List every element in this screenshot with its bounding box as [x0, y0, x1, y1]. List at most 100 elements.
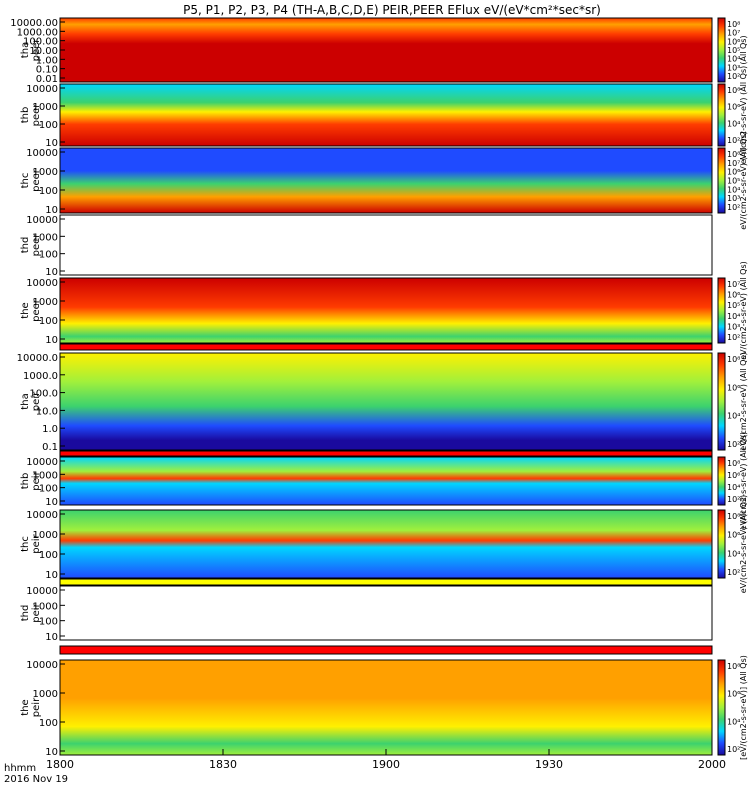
cbar-tick-tha-peer-6: 10² [727, 72, 740, 81]
ytick-label-tha-peer-6: 0.01 [36, 74, 58, 85]
xtick-label-4: 2000 [698, 758, 726, 771]
ytick-label-the-peer-0: 10000 [26, 278, 58, 289]
cbar-tick-tha-peer-5: 10³ [727, 63, 740, 72]
colorbar-tha-peer [717, 17, 726, 83]
cbar-tick-the-peer-2: 10⁵ [727, 301, 740, 310]
cbar-tick-thb-peir-1: 10⁶ [727, 471, 740, 480]
cbar-label-tha-peer: (All Qs) [739, 35, 748, 64]
cbar-tick-thb-peer-1: 10⁶ [727, 103, 740, 112]
ytick-label-thc-peer-1: 1000 [33, 167, 58, 178]
panel-label-thb-peir: thbpeir [20, 470, 42, 490]
cbar-tick-tha-peer-4: 10⁴ [727, 55, 740, 64]
cbar-tick-thc-peer-2: 10⁶ [727, 168, 740, 177]
spectrogram-the-peir [60, 660, 712, 755]
ytick-label-thb-peer-0: 10000 [26, 84, 58, 95]
colorbar-the-peir [717, 659, 726, 756]
cbar-label-the-peir: [eV/(cm2-s-sr-eV)] (All Qs) [739, 655, 748, 760]
panel-label-thd-peer: thdpeer [20, 233, 42, 257]
panel-thd-peir: thdpeir 10000 1000 100 10 [20, 585, 713, 643]
xtick-label-3: 1930 [535, 758, 563, 771]
plot-frame-thc-peer [59, 147, 713, 214]
ytick-label-the-peer-2: 100 [39, 316, 58, 327]
ytick-label-the-peir-2: 100 [39, 718, 58, 729]
ytick-label-tha-peir-0: 10000.0 [17, 353, 58, 364]
panel-thc-peir: thcpeir 10000 1000 100 10 10⁸ 10⁶ 10⁴ 10²eV/(cm2… [20, 495, 748, 594]
cbar-tick-tha-peer-0: 10⁸ [727, 20, 740, 29]
plot-frame-tha-peir [59, 352, 713, 451]
ytick-label-thd-peir-2: 100 [39, 617, 58, 628]
cbar-tick-thb-peer-2: 10⁴ [727, 119, 740, 128]
xtick-label-0: 1800 [46, 758, 74, 771]
ytick-label-thb-peir-1: 1000 [33, 470, 58, 481]
plot-frame-thd-peer [59, 214, 713, 276]
ytick-label-tha-peir-5: 0.1 [42, 442, 58, 453]
x-axis-label-line2: 2016 Nov 19 [4, 774, 68, 785]
panel-label-thc-peir: thcpeir [20, 533, 42, 553]
ytick-label-the-peir-0: 10000 [26, 660, 58, 671]
xtick-label-1: 1830 [209, 758, 237, 771]
cbar-label-the-peer: eV/(cm2-s-sr-eV) (All Qs) [739, 261, 748, 360]
colorbar-the-peer [717, 277, 726, 344]
spectrogram-thc-peer [60, 148, 712, 213]
ytick-label-thb-peir-0: 10000 [26, 457, 58, 468]
ytick-label-thd-peir-3: 10 [45, 632, 58, 643]
panel-thb-peir: thbpeir 10000 1000 100 10 10⁸ 10⁶ 10⁴ 10²eV/(cm2… [20, 432, 748, 531]
plot-frame-thb-peir [59, 456, 713, 506]
colorbar-thc-peer [717, 147, 726, 214]
plot-frame-thc-peir [59, 509, 713, 579]
x-axis-label-line1: hhmm [4, 763, 36, 774]
cbar-tick-thc-peer-1: 10⁷ [727, 159, 740, 168]
panel-tha-peer: thapeer 10000.001000.00100.0010.001.000.1… [10, 17, 748, 85]
cbar-tick-tha-peir-3: 10² [727, 440, 740, 449]
panel-label-the-peer: thepeer [20, 298, 42, 322]
cbar-tick-thc-peir-3: 10² [727, 568, 740, 577]
cbar-tick-tha-peir-0: 10⁸ [727, 355, 740, 364]
spectrogram-thb-peir [60, 457, 712, 505]
ytick-label-tha-peer-3: 10.00 [29, 46, 58, 57]
colorbar-thb-peir [717, 456, 726, 506]
ytick-label-the-peer-1: 1000 [33, 297, 58, 308]
plot-frame-thb-peer [59, 83, 713, 147]
cbar-tick-thb-peir-2: 10⁴ [727, 483, 740, 492]
separator-band-3 [59, 645, 713, 655]
ytick-label-thb-peer-3: 10 [45, 138, 58, 149]
panel-tha-peir: thapeir 10000.0 1000.0 100.0 10.0 1.0 0.1 10⁸ 10… [17, 352, 748, 453]
empty-plot-thd-peir [60, 586, 712, 640]
cbar-tick-tha-peer-3: 10⁵ [727, 46, 740, 55]
colorbar-thc-peir [717, 509, 726, 579]
cbar-tick-thc-peir-0: 10⁸ [727, 512, 740, 521]
cbar-tick-thc-peer-3: 10⁵ [727, 177, 740, 186]
cbar-tick-the-peer-5: 10² [727, 333, 740, 342]
ytick-label-tha-peer-5: 0.10 [36, 65, 58, 76]
ytick-label-thb-peer-2: 100 [39, 120, 58, 131]
figure-title: P5, P1, P2, P3, P4 (TH-A,B,C,D,E) PEIR,P… [183, 3, 601, 17]
panel-stack: thapeer10000.001000.00100.0010.001.000.1… [10, 17, 748, 760]
ytick-label-thb-peir-3: 10 [45, 497, 58, 508]
panel-thd-peer: thdpeer 10000 1000 100 10 [20, 214, 713, 278]
plot-frame-thd-peir [59, 585, 713, 641]
panel-the-peir: thepeir 10000 1000 100 10 10⁸ 10⁶ 10⁴ 10²[eV/(cm… [20, 655, 748, 760]
ytick-label-the-peer-3: 10 [45, 335, 58, 346]
cbar-tick-the-peir-0: 10⁸ [727, 662, 740, 671]
panel-thb-peer: thbpeer 10000 1000 100 10 10⁸ 10⁶ 10⁴ 10²eV/(cm2… [20, 66, 748, 165]
panel-label-tha-peir: thapeir [20, 391, 42, 411]
ytick-label-thb-peir-2: 100 [39, 484, 58, 495]
cbar-tick-the-peer-4: 10³ [727, 322, 740, 331]
plot-frame-the-peer [59, 277, 713, 344]
ytick-label-thd-peir-0: 10000 [26, 586, 58, 597]
cbar-tick-tha-peer-1: 10⁷ [727, 29, 740, 38]
cbar-tick-the-peir-1: 10⁶ [727, 690, 740, 699]
ytick-label-thc-peir-3: 10 [45, 570, 58, 581]
panel-thc-peer: thcpeer1000010001001010⁸10⁷10⁶10⁵10⁴10³1… [20, 131, 748, 230]
ytick-label-thd-peer-3: 10 [45, 267, 58, 278]
cbar-tick-tha-peir-2: 10⁴ [727, 412, 740, 421]
cbar-tick-the-peir-2: 10⁴ [727, 717, 740, 726]
ytick-label-thc-peer-0: 10000 [26, 148, 58, 159]
separator-band-0 [59, 343, 713, 351]
cbar-tick-thc-peir-1: 10⁶ [727, 531, 740, 540]
colorbar-thb-peer [717, 83, 726, 147]
cbar-tick-tha-peir-1: 10⁶ [727, 383, 740, 392]
cbar-tick-thb-peir-0: 10⁸ [727, 459, 740, 468]
